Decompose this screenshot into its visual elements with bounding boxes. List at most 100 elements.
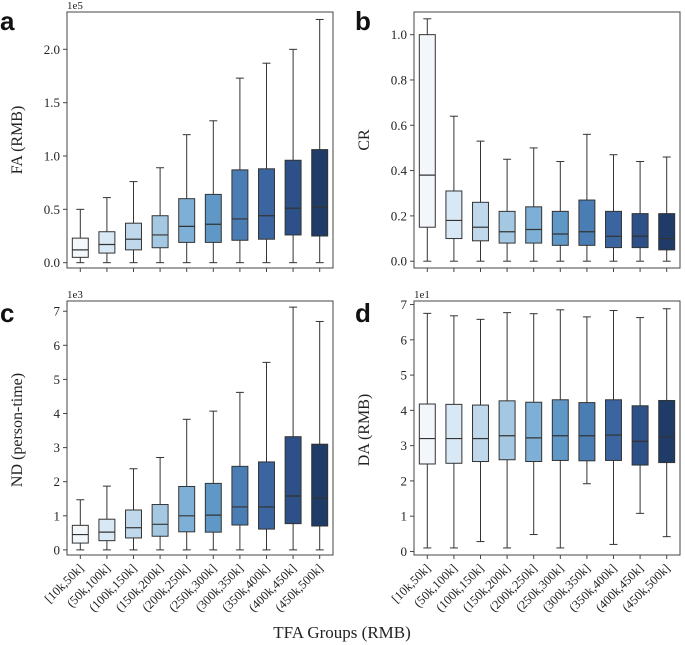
y-axis-label: FA (RMB): [9, 106, 26, 175]
box-7: [258, 62, 275, 264]
box-3: [151, 456, 169, 551]
box-body: [98, 231, 116, 254]
box-body: [418, 34, 436, 228]
box-0: [71, 499, 89, 551]
box-body: [445, 403, 463, 464]
box-2: [125, 468, 142, 551]
box-body: [498, 400, 516, 461]
box-8: [284, 306, 302, 551]
box-1: [98, 197, 116, 264]
box-2: [125, 181, 142, 264]
box-body: [204, 193, 222, 243]
box-1: [98, 485, 116, 551]
box-4: [178, 134, 196, 264]
box-9: [311, 18, 329, 264]
y-tick-label: 4: [54, 406, 61, 421]
panel-letter: a: [0, 6, 15, 36]
plot-frame: [66, 300, 334, 556]
y-tick-label: 0.2: [391, 208, 407, 223]
box-7: [605, 310, 622, 545]
y-axis-label: DA (RMB): [356, 394, 373, 466]
box-body: [231, 169, 249, 241]
y-tick-label: 0.0: [391, 254, 407, 269]
y-tick-label: 2: [401, 473, 408, 488]
axis-scale-label: 1e5: [67, 0, 83, 12]
box-body: [605, 399, 622, 461]
box-4: [525, 147, 543, 262]
box-0: [418, 312, 436, 549]
box-body: [204, 482, 222, 533]
box-body: [125, 509, 142, 539]
y-tick-label: 1.0: [391, 27, 407, 42]
y-tick-label: 5: [54, 372, 61, 387]
box-body: [178, 198, 196, 243]
panel-letter: d: [355, 298, 371, 328]
box-2: [472, 140, 489, 262]
y-tick-label: 1.5: [44, 95, 60, 110]
box-6: [578, 316, 596, 485]
y-tick-label: 1: [401, 509, 408, 524]
panel-b: b CR 0.0 0.2 0.4 0.6 0.8 1.0: [355, 6, 681, 272]
y-tick-label: 7: [54, 304, 61, 319]
y-tick-label: 0: [401, 544, 408, 559]
box-3: [498, 312, 516, 549]
box-5: [551, 309, 569, 549]
box-5: [204, 410, 222, 551]
box-2: [472, 318, 489, 543]
box-body: [445, 190, 463, 240]
box-body: [578, 199, 596, 246]
x-axis-title: TFA Groups (RMB): [273, 623, 411, 642]
y-tick-label: 1: [54, 508, 61, 523]
y-tick-label: 0.6: [391, 118, 408, 133]
y-tick-label: 6: [54, 338, 61, 353]
y-tick-label: 0.5: [44, 202, 60, 217]
box-5: [551, 161, 569, 262]
y-tick-label: 0.8: [391, 72, 407, 87]
box-body: [418, 403, 436, 465]
box-body: [605, 210, 622, 249]
box-body: [631, 405, 649, 466]
box-body: [258, 461, 275, 530]
y-tick-label: 6: [401, 332, 408, 347]
box-7: [605, 154, 622, 262]
plot-frame: [413, 300, 681, 556]
plot-frame: [66, 11, 334, 269]
box-body: [525, 206, 543, 244]
box-3: [151, 167, 169, 264]
box-body: [231, 465, 249, 526]
y-tick-label: 5: [401, 368, 408, 383]
panel-a: a FA (RMB) 1e5 0.0 0.5 1.0 1.5 2.0: [0, 0, 334, 272]
box-body: [178, 485, 196, 533]
box-body: [498, 210, 516, 244]
box-1: [445, 115, 463, 262]
box-body: [284, 159, 302, 236]
box-8: [631, 161, 649, 262]
y-tick-label: 0.4: [391, 163, 408, 178]
box-body: [631, 213, 649, 249]
box-5: [204, 120, 222, 264]
box-0: [418, 18, 436, 262]
box-body: [551, 210, 569, 246]
axis-scale-label: 1e3: [67, 289, 83, 301]
box-body: [525, 401, 543, 463]
panel-letter: b: [355, 6, 371, 36]
y-axis-label: CR: [356, 129, 373, 151]
y-tick-label: 2.0: [44, 42, 60, 57]
box-body: [151, 215, 169, 249]
box-body: [151, 504, 169, 537]
y-tick-label: 0: [54, 542, 61, 557]
y-tick-label: 1.0: [44, 149, 60, 164]
y-tick-label: 7: [401, 297, 408, 312]
axis-scale-label: 1e1: [414, 289, 430, 301]
y-tick-label: 3: [54, 440, 61, 455]
box-body: [98, 518, 116, 542]
box-body: [125, 222, 142, 251]
panel-letter: c: [0, 298, 14, 328]
box-6: [578, 133, 596, 262]
box-8: [631, 317, 649, 514]
box-body: [284, 436, 302, 525]
box-body: [658, 399, 676, 464]
plot-frame: [413, 11, 681, 269]
y-tick-label: 4: [401, 403, 408, 418]
box-9: [311, 320, 329, 551]
